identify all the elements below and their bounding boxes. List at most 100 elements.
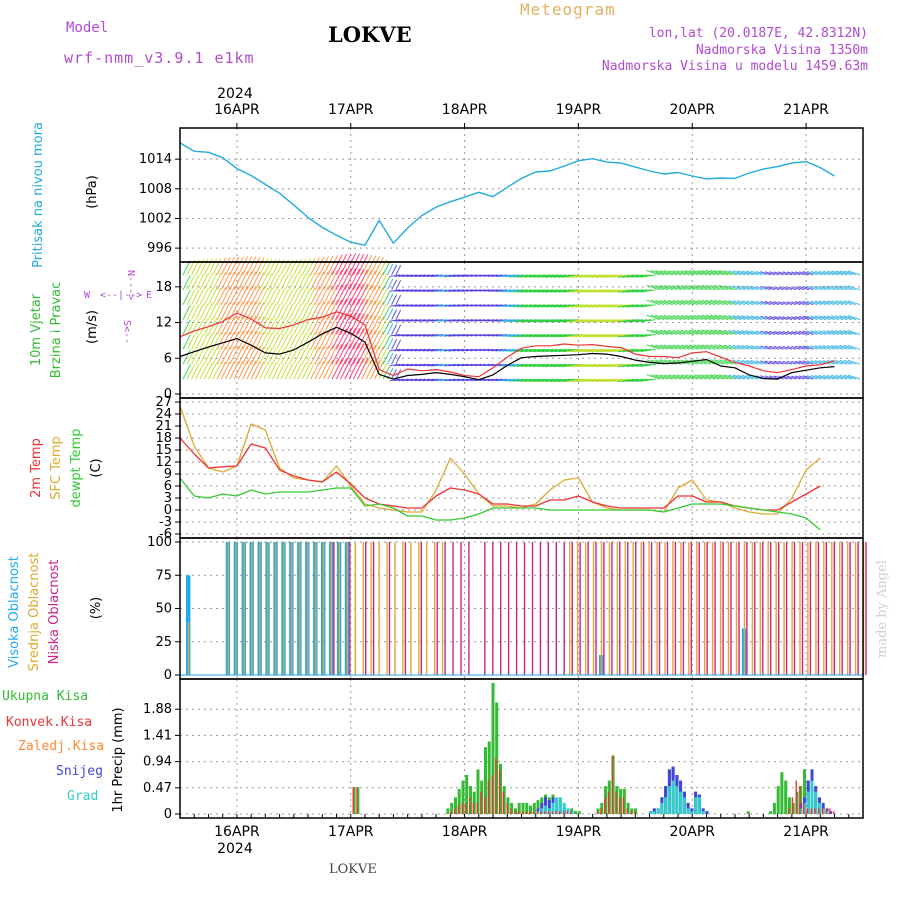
wind-arrow <box>827 345 839 350</box>
wind-arrow <box>636 348 652 353</box>
wind-arrow <box>443 378 456 382</box>
wind-arrow <box>646 344 661 350</box>
wind-arrow <box>827 315 839 321</box>
wind-arrow <box>549 378 567 383</box>
wind-arrow <box>689 329 703 335</box>
wind-arrow <box>697 374 712 380</box>
wind-arrow <box>431 334 443 337</box>
wind-arrow <box>259 287 269 305</box>
wind-arrow <box>288 318 298 335</box>
wind-arrow <box>746 285 758 291</box>
wind-arrow <box>216 272 227 291</box>
precip-bar-convective <box>352 787 354 814</box>
wind-arrow <box>617 319 635 323</box>
wind-arrow <box>814 375 827 380</box>
wind-arrow <box>659 344 673 350</box>
wind-arrow <box>746 345 758 350</box>
wind-arrow-field <box>182 253 861 383</box>
wind-arrow <box>483 289 494 292</box>
panel-frame-temperature <box>179 397 864 539</box>
wind-arrow <box>318 330 329 350</box>
wind-arrow <box>509 363 524 367</box>
wind-arrow <box>676 329 690 335</box>
precip-legend-item: Zaledj.Kisa <box>18 739 104 754</box>
wind-arrow <box>554 289 571 293</box>
compass-n: N---> <box>125 270 136 300</box>
wind-arrow <box>778 375 788 380</box>
wind-arrow <box>831 285 844 291</box>
wind-arrow <box>835 315 848 321</box>
wind-arrow <box>212 362 222 380</box>
precip-bar-total <box>630 808 634 814</box>
wind-arrow <box>655 344 669 350</box>
wind-arrow <box>398 304 409 307</box>
wind-arrow <box>764 345 775 350</box>
wind-arrow <box>402 304 413 307</box>
wind-arrow <box>394 289 405 292</box>
wind-arrow <box>271 363 281 380</box>
wind-arrow <box>470 363 482 367</box>
location-lonlat: lon,lat (20.0187E, 42.8312N) <box>648 26 868 41</box>
wind-arrow <box>457 289 469 292</box>
wind-arrow <box>487 334 499 337</box>
wind-arrow <box>182 319 191 335</box>
wind-arrow <box>732 300 746 306</box>
precip-bar-total <box>495 702 499 814</box>
precip-bar-total <box>634 808 638 814</box>
wind-arrow <box>242 285 253 305</box>
wind-arrow <box>483 378 494 382</box>
wind-arrow <box>810 360 822 365</box>
wind-arrow <box>549 319 567 323</box>
cloud-ylabel-high: Visoka Oblacnost <box>7 556 22 668</box>
wind-arrow <box>448 304 460 307</box>
wind-arrow <box>537 319 554 323</box>
wind-arrow <box>613 348 631 353</box>
wind-arrow <box>786 286 797 291</box>
wind-arrow <box>516 274 533 278</box>
wind-arrow <box>528 289 545 293</box>
wind-arrow <box>685 344 699 350</box>
wind-arrow <box>483 348 494 352</box>
wind-arrow <box>439 348 452 352</box>
wind-arrow <box>491 319 503 322</box>
wind-arrow <box>795 360 805 365</box>
wind-arrow <box>389 319 401 322</box>
wind-arrow <box>284 334 294 350</box>
wind-arrow <box>631 363 648 368</box>
wind-arrow <box>587 334 605 338</box>
y-tick-label: 1002 <box>139 211 172 226</box>
wind-arrow <box>697 329 712 335</box>
precip-bar-total <box>626 802 630 814</box>
wind-arrow <box>426 378 439 382</box>
wind-arrow <box>220 331 231 350</box>
wind-arrow <box>443 274 456 278</box>
wind-arrow <box>395 369 402 380</box>
wind-arrow <box>306 317 316 335</box>
wind-arrow <box>225 301 235 320</box>
wind-arrow <box>293 318 302 335</box>
wind-arrow <box>293 288 302 305</box>
wind-arrow <box>596 348 614 353</box>
wind-arrow <box>545 319 562 323</box>
y-tick-label: 0 <box>164 668 172 683</box>
wind-arrow <box>640 304 656 308</box>
wind-arrow <box>483 363 494 367</box>
wind-arrow <box>406 274 418 278</box>
wind-arrow <box>259 347 269 365</box>
wind-arrow <box>195 318 204 335</box>
wind-arrow <box>778 345 788 350</box>
wind-arrow <box>659 299 673 306</box>
wind-arrow <box>195 333 204 350</box>
wind-arrow <box>701 374 716 380</box>
wind-arrow <box>216 346 227 365</box>
wind-arrow <box>541 304 558 308</box>
wind-arrow <box>426 348 439 352</box>
wind-arrow <box>301 303 311 320</box>
wind-arrow <box>596 363 614 368</box>
wind-arrow <box>689 359 703 365</box>
wind-arrow <box>374 301 384 320</box>
wind-arrow <box>596 319 614 323</box>
precip-bar-graupel <box>690 811 694 814</box>
precip-bar-convective <box>600 808 602 814</box>
